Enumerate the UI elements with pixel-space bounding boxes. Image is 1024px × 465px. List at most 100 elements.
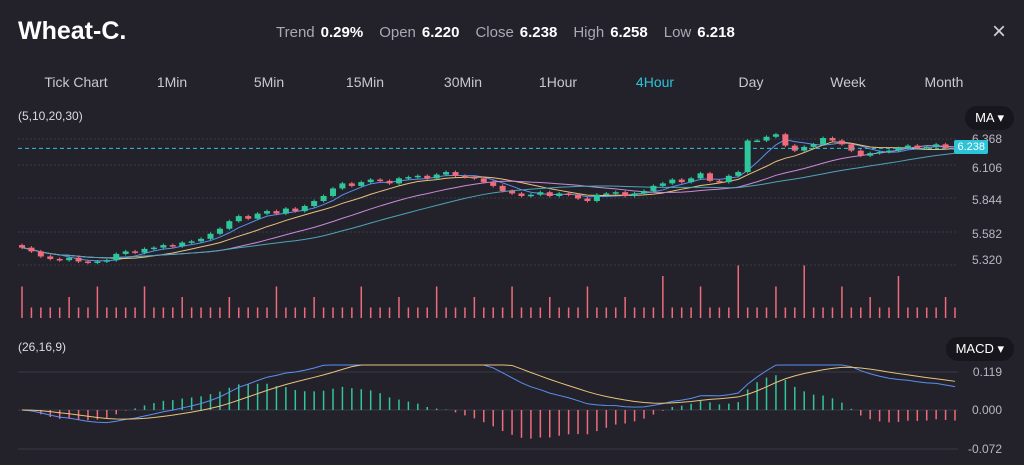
candle-body xyxy=(593,194,600,202)
stat-high: High 6.258 xyxy=(573,24,648,41)
tab-5min[interactable]: 5Min xyxy=(253,74,285,90)
candle-body xyxy=(28,247,35,252)
candle-body xyxy=(546,192,553,196)
tab-1min[interactable]: 1Min xyxy=(156,74,188,90)
tab-15min[interactable]: 15Min xyxy=(345,74,385,90)
candle-body xyxy=(933,144,940,147)
candle-body xyxy=(810,144,817,147)
candle-body xyxy=(273,211,280,214)
candle-body xyxy=(452,172,459,176)
candle-body xyxy=(320,195,327,202)
ma-indicator-dropdown[interactable]: MA ▾ xyxy=(965,106,1014,130)
macd-axis-label: -0.072 xyxy=(967,442,1002,456)
candle-body xyxy=(103,260,110,262)
macd-indicator-dropdown[interactable]: MACD ▾ xyxy=(945,337,1014,361)
candle-body xyxy=(678,179,685,183)
candle-body xyxy=(169,245,176,247)
candle-body xyxy=(603,193,610,195)
tab-4hour[interactable]: 4Hour xyxy=(635,74,675,90)
candle-body xyxy=(424,175,431,179)
candle-body xyxy=(339,183,346,189)
macd-axis-label: 0.119 xyxy=(972,365,1002,379)
candle-body xyxy=(358,182,365,186)
candle-body xyxy=(556,193,563,196)
candle-body xyxy=(744,140,751,173)
candle-body xyxy=(198,238,205,242)
candle-body xyxy=(235,216,242,222)
candle-body xyxy=(348,183,355,186)
candle-body xyxy=(716,180,723,183)
candle-body xyxy=(641,190,647,194)
candle-body xyxy=(150,247,157,250)
candle-body xyxy=(886,150,893,153)
candle-body xyxy=(292,208,299,212)
candle-body xyxy=(772,134,779,137)
candle-body xyxy=(19,245,25,248)
candle-body xyxy=(56,258,63,261)
macd-dif-line xyxy=(21,364,956,424)
tab-30min[interactable]: 30Min xyxy=(443,74,483,90)
candle-body xyxy=(527,194,534,197)
candle-body xyxy=(226,221,233,229)
candle-body xyxy=(245,216,252,219)
candle-body xyxy=(518,193,525,196)
candle-body xyxy=(631,193,638,196)
price-axis-label: 6.106 xyxy=(971,161,1002,175)
ma5-line xyxy=(21,139,956,262)
candle-body xyxy=(914,145,921,149)
price-axis-label: 5.320 xyxy=(971,253,1002,267)
tab-1hour[interactable]: 1Hour xyxy=(538,74,578,90)
candle-body xyxy=(405,177,412,179)
candle-body xyxy=(66,257,73,261)
candle-body xyxy=(669,179,676,184)
candle-body xyxy=(179,242,186,247)
candle-body xyxy=(132,251,139,253)
candle-body xyxy=(895,148,902,151)
ma30-line xyxy=(21,152,956,259)
candle-body xyxy=(537,192,544,195)
candle-body xyxy=(330,188,336,196)
ma20-line xyxy=(21,145,956,259)
macd-params: (26,16,9) xyxy=(18,340,67,354)
candle-body xyxy=(443,172,450,175)
candle-body xyxy=(857,150,864,156)
candle-body xyxy=(207,233,214,239)
candle-body xyxy=(725,175,732,183)
tab-tick-chart[interactable]: Tick Chart xyxy=(44,74,108,90)
candle-body xyxy=(188,241,195,243)
candle-body xyxy=(254,213,261,219)
candle-body xyxy=(848,144,855,151)
candle-body xyxy=(697,173,704,179)
candle-body xyxy=(754,140,761,143)
candle-body xyxy=(141,248,148,253)
price-stats: Trend 0.29% Open 6.220 Close 6.238 High 6.258 Lo… xyxy=(276,24,735,41)
candle-body xyxy=(433,174,440,179)
candle-body xyxy=(565,193,572,195)
tab-week[interactable]: Week xyxy=(830,74,866,90)
candle-body xyxy=(461,175,468,178)
candle-body xyxy=(688,178,695,183)
candle-body xyxy=(414,175,421,178)
candle-body xyxy=(942,144,949,149)
candle-body xyxy=(923,146,930,149)
candle-body xyxy=(264,211,271,214)
candle-body xyxy=(75,257,82,262)
candle-body xyxy=(876,151,883,154)
candle-body xyxy=(160,245,167,248)
macd-axis-label: 0.000 xyxy=(971,403,1002,417)
candle-body xyxy=(47,256,54,259)
macd-dea-line xyxy=(21,364,956,420)
candle-body xyxy=(829,138,836,141)
tab-month[interactable]: Month xyxy=(924,74,964,90)
stat-open: Open 6.220 xyxy=(379,24,460,41)
candle-body xyxy=(867,153,874,156)
tab-day[interactable]: Day xyxy=(738,74,764,90)
price-axis-label: 5.844 xyxy=(971,193,1002,207)
close-icon[interactable]: × xyxy=(991,18,1006,45)
candle-body xyxy=(838,140,845,145)
candle-body xyxy=(367,179,374,183)
candle-body xyxy=(820,138,827,145)
candle-body xyxy=(216,228,223,234)
candle-body xyxy=(471,177,478,179)
